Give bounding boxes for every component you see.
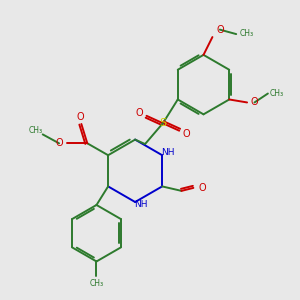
Text: CH₃: CH₃ xyxy=(270,89,284,98)
Text: CH₃: CH₃ xyxy=(89,279,103,288)
Text: O: O xyxy=(216,25,224,34)
Text: O: O xyxy=(183,129,190,139)
Text: CH₃: CH₃ xyxy=(28,126,42,135)
Text: CH₃: CH₃ xyxy=(239,29,254,38)
Text: S: S xyxy=(159,118,167,128)
Text: O: O xyxy=(251,98,258,107)
Text: O: O xyxy=(199,183,206,193)
Text: NH: NH xyxy=(161,148,174,157)
Text: O: O xyxy=(76,112,84,122)
Text: O: O xyxy=(55,138,63,148)
Text: NH: NH xyxy=(134,200,147,209)
Text: O: O xyxy=(135,108,143,118)
